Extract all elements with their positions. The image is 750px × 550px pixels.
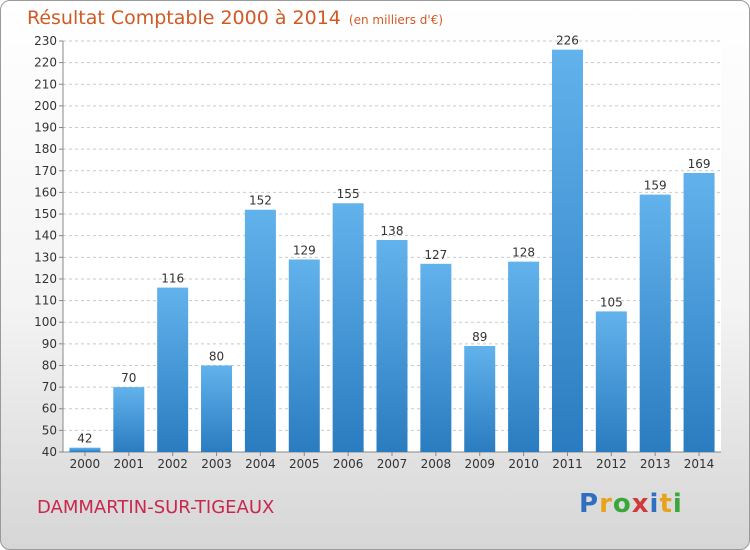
brand-letter: o (612, 489, 632, 519)
bar-value-label: 89 (472, 330, 487, 344)
y-tick-label: 110 (34, 294, 57, 308)
y-tick-label: 60 (42, 402, 57, 416)
x-tick-label: 2011 (552, 457, 583, 471)
y-tick-label: 200 (34, 99, 57, 113)
y-tick-label: 180 (34, 142, 57, 156)
y-tick-label: 100 (34, 315, 57, 329)
x-tick-label: 2009 (464, 457, 495, 471)
y-tick-label: 220 (34, 56, 57, 70)
brand-letter: t (659, 489, 673, 519)
brand-logo: Proxiti (579, 489, 683, 519)
bar-value-label: 159 (644, 179, 667, 193)
y-tick-label: 190 (34, 121, 57, 135)
bar-value-label: 152 (249, 194, 272, 208)
brand-letter: r (599, 489, 613, 519)
x-tick-label: 2005 (289, 457, 320, 471)
x-tick-label: 2007 (377, 457, 408, 471)
x-tick-label: 2008 (421, 457, 452, 471)
brand-letter: x (631, 489, 650, 519)
bar (376, 240, 408, 452)
x-tick-label: 2003 (201, 457, 232, 471)
bar (332, 203, 364, 452)
y-tick-label: 130 (34, 250, 57, 264)
y-tick-label: 50 (42, 423, 57, 437)
bar (201, 365, 233, 452)
y-tick-label: 40 (42, 445, 57, 459)
bar (157, 287, 189, 452)
y-tick-label: 150 (34, 207, 57, 221)
x-tick-label: 2014 (684, 457, 715, 471)
y-tick-label: 80 (42, 358, 57, 372)
chart-title-text: Résultat Comptable 2000 à 2014 (27, 7, 341, 29)
bar-value-label: 105 (600, 295, 623, 309)
y-tick-label: 90 (42, 337, 57, 351)
bar (288, 259, 320, 452)
bar-value-label: 127 (424, 248, 447, 262)
bar-value-label: 226 (556, 34, 579, 48)
town-name: DAMMARTIN-SUR-TIGEAUX (37, 497, 275, 518)
bar-value-label: 128 (512, 246, 535, 260)
y-tick-label: 230 (34, 34, 57, 48)
bar-value-label: 138 (381, 224, 404, 238)
bar-value-label: 116 (161, 272, 184, 286)
bar-value-label: 80 (209, 349, 224, 363)
bar (595, 311, 627, 452)
bar-value-label: 169 (688, 157, 711, 171)
x-tick-label: 2006 (333, 457, 364, 471)
bar-value-label: 42 (77, 432, 92, 446)
x-tick-label: 2012 (596, 457, 627, 471)
bar (683, 172, 715, 452)
chart-title: Résultat Comptable 2000 à 2014 (en millie… (27, 7, 443, 29)
x-tick-label: 2001 (114, 457, 145, 471)
bar (551, 49, 583, 453)
y-tick-label: 170 (34, 164, 57, 178)
y-tick-label: 210 (34, 77, 57, 91)
bar-value-label: 155 (337, 187, 360, 201)
brand-letter: P (579, 489, 600, 519)
x-tick-label: 2010 (508, 457, 539, 471)
bar (639, 194, 671, 452)
bar (244, 209, 276, 452)
bar-value-label: 70 (121, 371, 136, 385)
bar (420, 263, 452, 452)
brand-letter: i (649, 489, 660, 519)
brand-letter: i (672, 489, 683, 519)
x-tick-label: 2002 (157, 457, 188, 471)
y-tick-label: 70 (42, 380, 57, 394)
chart-unit: (en milliers d'€) (348, 13, 444, 27)
y-tick-label: 160 (34, 185, 57, 199)
x-tick-label: 2000 (70, 457, 101, 471)
x-tick-label: 2004 (245, 457, 276, 471)
bar (113, 387, 145, 452)
bar (464, 346, 496, 452)
bar (508, 261, 540, 452)
x-tick-label: 2013 (640, 457, 671, 471)
bar-value-label: 129 (293, 243, 316, 257)
bar (69, 447, 101, 452)
y-tick-label: 140 (34, 229, 57, 243)
y-tick-label: 120 (34, 272, 57, 286)
